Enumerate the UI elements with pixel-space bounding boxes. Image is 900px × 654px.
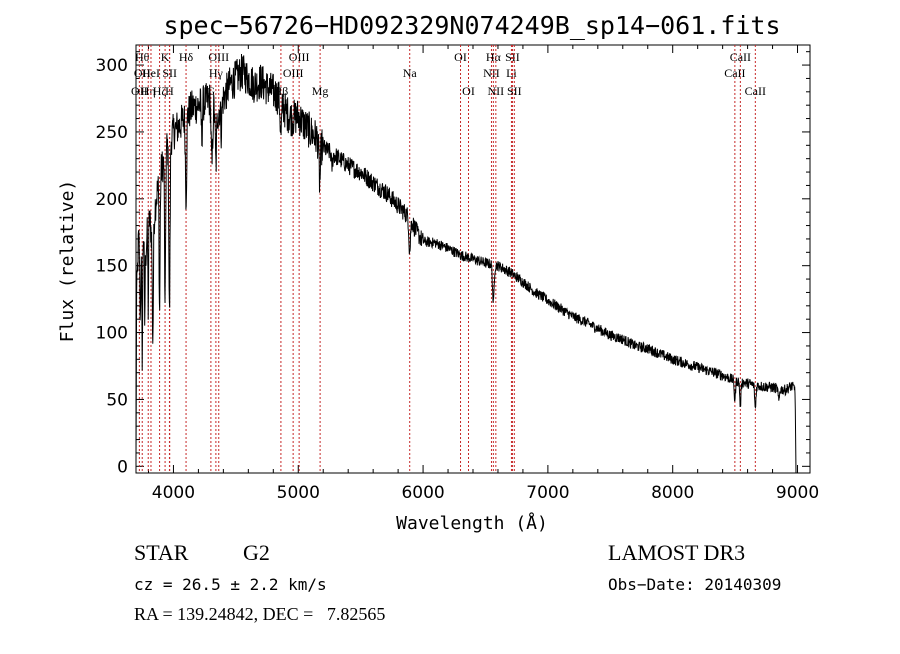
x-tick-label: 7000: [526, 483, 569, 503]
y-tick-label: 250: [96, 123, 128, 143]
survey-name: LAMOST DR3: [608, 540, 745, 565]
coordinates-text: RA = 139.24842, DEC = 7.82565: [134, 604, 385, 624]
line-marker-label: Hγ: [209, 66, 224, 80]
line-marker-label: Li: [506, 66, 517, 80]
spectral-line-markers: OIIHθOIIHηHeIHζKHSIIHδGHγOIIIHβOIIIOIIIM…: [131, 45, 766, 473]
line-marker-label: OI: [454, 50, 467, 64]
x-tick-label: 5000: [277, 483, 320, 503]
line-marker-label: K: [161, 50, 170, 64]
line-marker-label: G: [207, 84, 216, 98]
line-marker-label: Hζ: [153, 84, 167, 98]
line-marker-label: OII: [134, 66, 151, 80]
x-axis: 4000 5000 6000 7000 8000 9000: [147, 45, 819, 503]
x-axis-label: Wavelength (Å): [396, 512, 548, 534]
line-marker-label: OIII: [289, 50, 310, 64]
y-axis: 0 50 100 150 200 250 300: [96, 51, 810, 477]
x-tick-label: 8000: [651, 483, 694, 503]
line-marker-label: OIII: [283, 66, 304, 80]
line-marker-label: CaII: [730, 50, 751, 64]
line-marker-label: Mg: [312, 84, 329, 98]
line-marker-label: HeI: [142, 66, 160, 80]
line-marker-label: Hα: [486, 50, 502, 64]
chart-title: spec−56726−HD092329N074249B_sp14−061.fit…: [163, 11, 780, 40]
y-tick-label: 100: [96, 324, 128, 344]
line-marker-label: NII: [488, 84, 505, 98]
y-tick-label: 300: [96, 56, 128, 76]
y-axis-label: Flux (relative): [57, 180, 78, 343]
y-tick-label: 200: [96, 190, 128, 210]
x-tick-label: 4000: [152, 483, 195, 503]
x-tick-label: 6000: [401, 483, 444, 503]
line-marker-label: Hη: [141, 84, 156, 98]
line-marker-label: NII: [483, 66, 500, 80]
line-marker-label: OII: [131, 84, 148, 98]
line-marker-label: CaII: [745, 84, 766, 98]
line-marker-label: Na: [403, 66, 418, 80]
line-marker-label: SII: [507, 84, 522, 98]
object-class: STAR: [134, 540, 189, 565]
line-marker-label: OIII: [208, 50, 229, 64]
y-tick-label: 0: [117, 457, 128, 477]
line-marker-label: Hδ: [179, 50, 194, 64]
line-marker-label: SII: [162, 66, 177, 80]
obs-date-text: Obs−Date: 20140309: [608, 575, 781, 594]
line-marker-label: OI: [462, 84, 475, 98]
spectral-subclass: G2: [243, 540, 270, 565]
spectrum-line: [135, 53, 797, 474]
line-marker-label: SII: [505, 50, 520, 64]
line-marker-label: Hθ: [135, 50, 150, 64]
y-tick-label: 50: [106, 390, 128, 410]
y-tick-label: 150: [96, 257, 128, 277]
redshift-text: cz = 26.5 ± 2.2 km/s: [134, 575, 327, 594]
x-tick-label: 9000: [776, 483, 819, 503]
line-marker-label: CaII: [724, 66, 745, 80]
